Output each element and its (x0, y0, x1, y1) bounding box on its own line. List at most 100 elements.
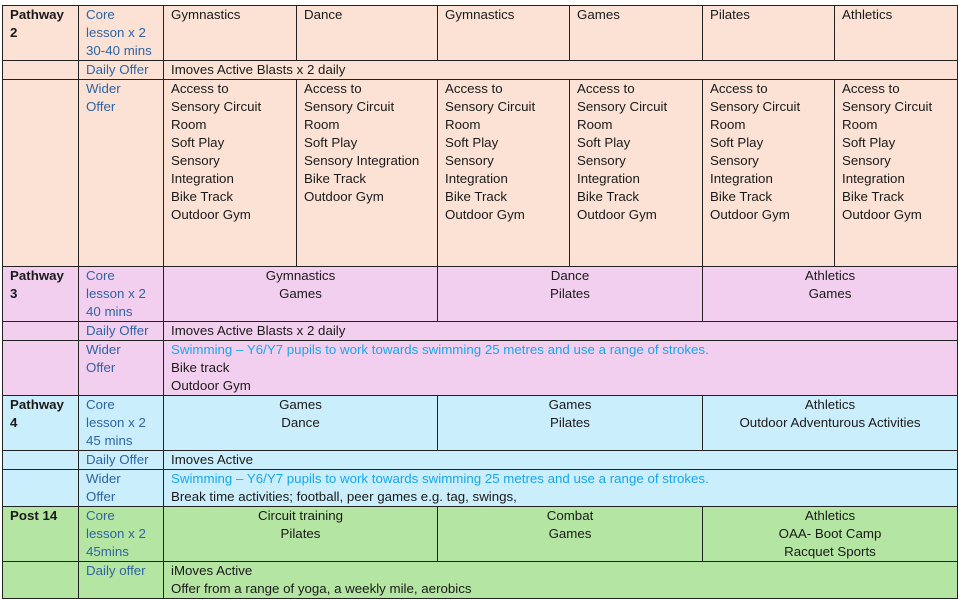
activity-cell: Access to Sensory Circuit Room Soft Play Sen… (834, 79, 958, 267)
cell-line: Games (548, 526, 592, 541)
cell-line: Outdoor Gym (842, 207, 922, 222)
cell-line: Combat (546, 508, 594, 523)
cell-line: Athletics (804, 397, 856, 412)
cell-line: Core (86, 508, 115, 523)
cell-line: Games (279, 397, 322, 412)
cell-line: Bike Track (445, 189, 508, 204)
activity-cell: Access to Sensory Circuit Room Soft Play Sen… (163, 79, 297, 267)
cell-line: OAA- Boot Camp (778, 526, 882, 541)
row-label-cell: Daily Offer (78, 450, 164, 470)
cell-line: Integration (577, 171, 640, 186)
cell-line: Swimming – Y6/Y7 pupils to work towards … (171, 471, 709, 486)
cell-line: Games (808, 286, 852, 301)
activity-cell: Swimming – Y6/Y7 pupils to work towards … (163, 340, 958, 396)
cell-line: Core (86, 397, 115, 412)
cell-line: Soft Play (842, 135, 896, 150)
cell-line: Soft Play (710, 135, 764, 150)
activity-cell: Dance (296, 5, 438, 61)
cell-line: Pilates (550, 286, 590, 301)
pathway-name-cell: Pathway 2 (2, 5, 79, 61)
cell-line: Bike Track (304, 171, 367, 186)
cell-line: Offer (86, 360, 116, 375)
cell-line: Integration (842, 171, 905, 186)
cell-line: iMoves Active (171, 563, 253, 578)
cell-line: Gymnastics (265, 268, 336, 283)
cell-line: Imoves Active (171, 452, 254, 467)
activity-cell: Swimming – Y6/Y7 pupils to work towards … (163, 469, 958, 507)
cell-line: Soft Play (445, 135, 499, 150)
table-row: Wider Offer Swimming – Y6/Y7 pupils to wor… (2, 469, 958, 507)
cell-line: Circuit training (258, 508, 343, 523)
cell-line: Dance (550, 268, 590, 283)
activity-cell: Games (569, 5, 703, 61)
cell-line: lesson x 2 (86, 25, 146, 40)
activity-cell: Imoves Active (163, 450, 958, 470)
cell-line: Sensory (577, 153, 626, 168)
row-label-cell: Daily Offer (78, 60, 164, 80)
cell-line: Outdoor Gym (171, 207, 251, 222)
cell-line: Games (577, 7, 620, 22)
cell-line: Soft Play (304, 135, 358, 150)
cell-line: Outdoor Gym (171, 378, 251, 393)
activity-cell: Imoves Active Blasts x 2 daily (163, 60, 958, 80)
cell-line: 45mins (86, 544, 129, 559)
cell-line: Room (304, 117, 340, 132)
cell-line: Gymnastics (171, 7, 241, 22)
cell-line: Sensory (710, 153, 759, 168)
cell-line: Bike Track (171, 189, 234, 204)
cell-line: Daily Offer (86, 323, 149, 338)
cell-line: Sensory Circuit (445, 99, 536, 114)
cell-line: Outdoor Gym (445, 207, 525, 222)
cell-line: Access to (171, 81, 229, 96)
cell-line: Sensory Circuit (577, 99, 668, 114)
cell-line: Soft Play (171, 135, 225, 150)
cell-line: Access to (710, 81, 768, 96)
activity-cell: Dance Pilates (437, 266, 703, 322)
activity-cell: Circuit training Pilates (163, 506, 438, 562)
cell-line: lesson x 2 (86, 286, 146, 301)
table-row: Daily Offer Imoves Active Blasts x 2 dail… (2, 60, 958, 80)
activity-cell: Games Dance (163, 395, 438, 451)
cell-line: Sensory (445, 153, 494, 168)
activity-cell: Games Pilates (437, 395, 703, 451)
cell-line: Access to (842, 81, 900, 96)
cell-line: Daily Offer (86, 452, 149, 467)
cell-line: Athletics (842, 7, 893, 22)
pathway-name-cell (2, 561, 79, 599)
row-label-cell: Daily offer (78, 561, 164, 599)
activity-cell: iMoves Active Offer from a range of yoga,… (163, 561, 958, 599)
cell-line: Games (548, 397, 592, 412)
row-label-cell: Core lesson x 2 40 mins (78, 266, 164, 322)
cell-line: Core (86, 7, 115, 22)
cell-line: Imoves Active Blasts x 2 daily (171, 323, 346, 338)
cell-line: Access to (577, 81, 635, 96)
activity-cell: Athletics Outdoor Adventurous Activities (702, 395, 958, 451)
cell-line: Outdoor Adventurous Activities (739, 415, 921, 430)
cell-line: Swimming – Y6/Y7 pupils to work towards … (171, 342, 709, 357)
activity-cell: Pilates (702, 5, 835, 61)
activity-cell: Gymnastics (163, 5, 297, 61)
cell-line: Room (445, 117, 481, 132)
table-row: Daily Offer Imoves Active (2, 450, 958, 470)
cell-line: lesson x 2 (86, 526, 146, 541)
pe-curriculum-table: Pathway 2 Core lesson x 2 30-40 mins Gymnast… (2, 5, 958, 599)
cell-line: Pilates (710, 7, 750, 22)
cell-line: Racquet Sports (784, 544, 876, 559)
pathway-name-cell (2, 321, 79, 341)
cell-line: Imoves Active Blasts x 2 daily (171, 62, 346, 77)
table-row: Pathway 2 Core lesson x 2 30-40 mins Gymnast… (2, 5, 958, 61)
cell-line: Room (577, 117, 613, 132)
cell-line: Bike Track (710, 189, 773, 204)
cell-line: Sensory Circuit (710, 99, 801, 114)
cell-line: Sensory (842, 153, 891, 168)
cell-line: Access to (445, 81, 503, 96)
activity-cell: Access to Sensory Circuit Room Soft Play Sen… (437, 79, 570, 267)
cell-line: Athletics (804, 268, 856, 283)
row-label-cell: Core lesson x 2 30-40 mins (78, 5, 164, 61)
cell-line: Outdoor Gym (710, 207, 790, 222)
cell-line: Soft Play (577, 135, 631, 150)
cell-line: Sensory Circuit (842, 99, 933, 114)
cell-line: Wider (86, 81, 121, 96)
cell-line: Offer from a range of yoga, a weekly mil… (171, 581, 472, 596)
cell-line: 45 mins (86, 433, 133, 448)
